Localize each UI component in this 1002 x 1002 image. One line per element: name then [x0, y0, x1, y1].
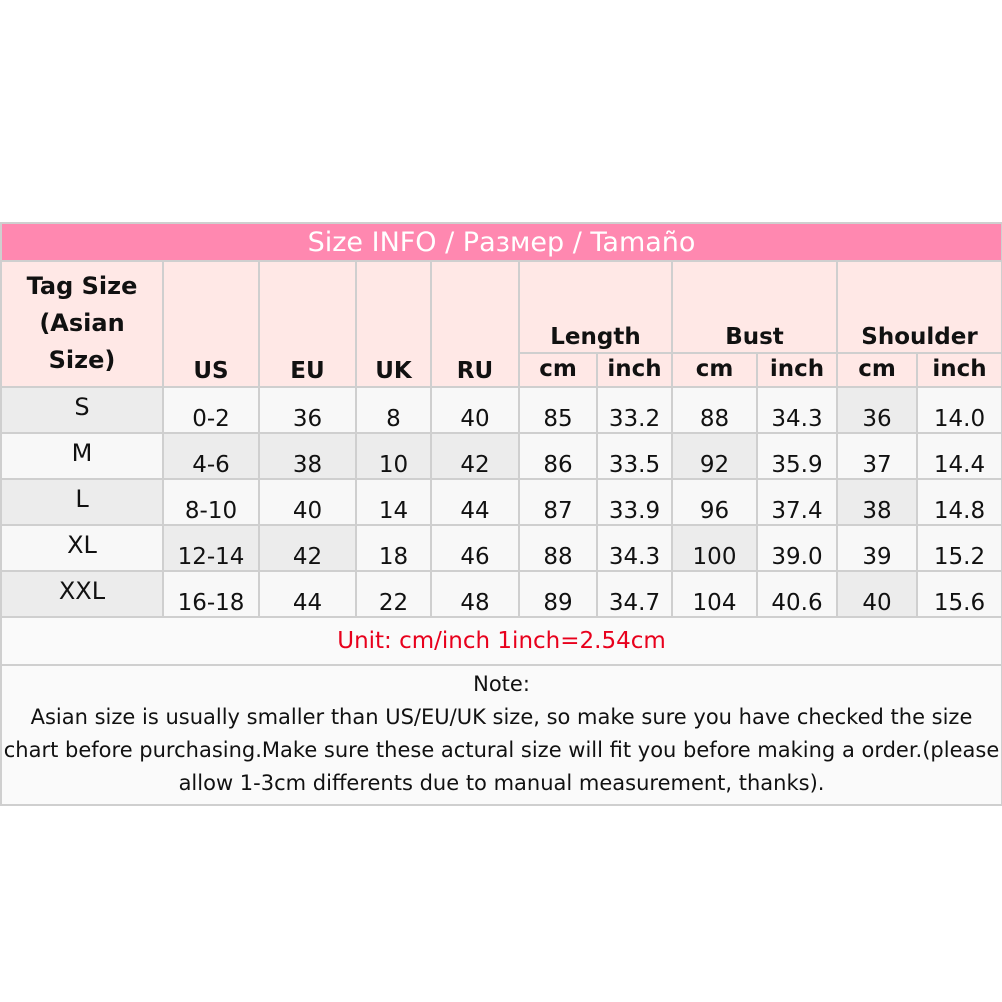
cell-bust-in: 39.0: [756, 524, 838, 572]
cell-eu: 42: [258, 524, 357, 572]
cell-shoulder-in: 14.0: [915, 386, 1002, 434]
cell-uk: 8: [355, 386, 432, 434]
unit-note: Unit: cm/inch 1inch=2.54cm: [0, 616, 1002, 666]
cell-length-in: 34.7: [596, 570, 673, 618]
cell-length-in: 33.2: [596, 386, 673, 434]
cell-bust-in: 37.4: [756, 478, 838, 526]
cell-length-cm: 85: [518, 386, 598, 434]
cell-length-cm: 89: [518, 570, 598, 618]
table-title: Size INFO / Размер / Tamaño: [0, 222, 1002, 262]
cell-uk: 14: [355, 478, 432, 526]
cell-ru: 46: [430, 524, 520, 572]
cell-us: 0-2: [162, 386, 260, 434]
cell-eu: 40: [258, 478, 357, 526]
cell-shoulder-in: 14.8: [915, 478, 1002, 526]
cell-length-in: 33.9: [596, 478, 673, 526]
cell-ru: 42: [430, 432, 520, 480]
cell-us: 16-18: [162, 570, 260, 618]
cell-shoulder-cm: 37: [836, 432, 918, 480]
header-tag-size: Tag Size (Asian Size): [0, 260, 164, 388]
cell-shoulder-cm: 38: [836, 478, 918, 526]
header-bust-cm: cm: [671, 352, 758, 388]
cell-us: 8-10: [162, 478, 260, 526]
table-row: XL 12-14 42 18 46 88 34.3 100 39.0 39 15.2: [0, 524, 1002, 572]
header-shoulder-inch: inch: [915, 352, 1002, 388]
cell-bust-cm: 96: [671, 478, 758, 526]
cell-shoulder-in: 15.2: [915, 524, 1002, 572]
table-row: XXL 16-18 44 22 48 89 34.7 104 40.6 40 15.6: [0, 570, 1002, 618]
cell-shoulder-in: 14.4: [915, 432, 1002, 480]
cell-bust-in: 35.9: [756, 432, 838, 480]
header-uk: UK: [355, 260, 432, 388]
cell-bust-cm: 92: [671, 432, 758, 480]
header-eu: EU: [258, 260, 357, 388]
cell-bust-in: 40.6: [756, 570, 838, 618]
table-row: S 0-2 36 8 40 85 33.2 88 34.3 36 14.0: [0, 386, 1002, 434]
cell-length-cm: 87: [518, 478, 598, 526]
cell-bust-cm: 88: [671, 386, 758, 434]
cell-uk: 22: [355, 570, 432, 618]
cell-us: 4-6: [162, 432, 260, 480]
cell-shoulder-in: 15.6: [915, 570, 1002, 618]
header-shoulder-cm: cm: [836, 352, 918, 388]
header-length-cm: cm: [518, 352, 598, 388]
cell-us: 12-14: [162, 524, 260, 572]
size-chart-table: Size INFO / Размер / Tamaño Tag Size (As…: [0, 222, 1002, 806]
header-us: US: [162, 260, 260, 388]
cell-eu: 38: [258, 432, 357, 480]
cell-uk: 18: [355, 524, 432, 572]
cell-length-in: 34.3: [596, 524, 673, 572]
cell-ru: 44: [430, 478, 520, 526]
cell-tag: M: [0, 432, 164, 480]
cell-tag: L: [0, 478, 164, 526]
header-shoulder: Shoulder: [835, 260, 1002, 354]
cell-tag: XL: [0, 524, 164, 572]
cell-shoulder-cm: 40: [836, 570, 918, 618]
table-row: M 4-6 38 10 42 86 33.5 92 35.9 37 14.4: [0, 432, 1002, 480]
cell-length-cm: 86: [518, 432, 598, 480]
header-length-inch: inch: [596, 352, 673, 388]
cell-bust-cm: 100: [671, 524, 758, 572]
note-text: Asian size is usually smaller than US/EU…: [3, 705, 1000, 795]
header-bust: Bust: [671, 260, 838, 354]
header-length: Length: [518, 260, 673, 354]
cell-tag: XXL: [0, 570, 164, 618]
note-cell: Note: Asian size is usually smaller than…: [0, 664, 1002, 806]
cell-uk: 10: [355, 432, 432, 480]
cell-ru: 40: [430, 386, 520, 434]
cell-shoulder-cm: 39: [836, 524, 918, 572]
header-ru: RU: [430, 260, 520, 388]
cell-bust-cm: 104: [671, 570, 758, 618]
cell-bust-in: 34.3: [756, 386, 838, 434]
cell-length-in: 33.5: [596, 432, 673, 480]
cell-ru: 48: [430, 570, 520, 618]
cell-eu: 44: [258, 570, 357, 618]
header-bust-inch: inch: [756, 352, 838, 388]
note-title: Note:: [473, 672, 530, 696]
cell-eu: 36: [258, 386, 357, 434]
table-row: L 8-10 40 14 44 87 33.9 96 37.4 38 14.8: [0, 478, 1002, 526]
cell-length-cm: 88: [518, 524, 598, 572]
cell-tag: S: [0, 386, 164, 434]
cell-shoulder-cm: 36: [836, 386, 918, 434]
